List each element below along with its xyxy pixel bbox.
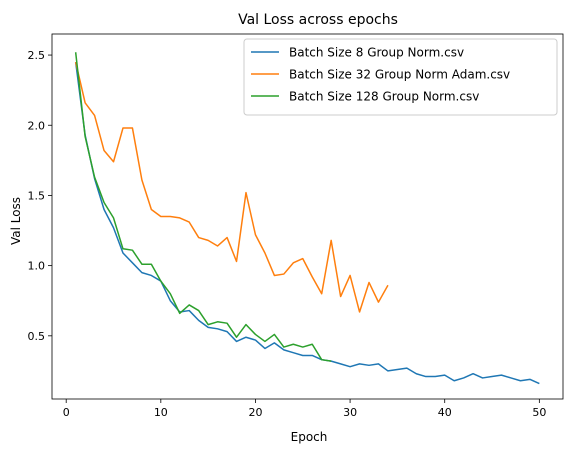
plot-area xyxy=(74,52,540,385)
legend-label-3: Batch Size 128 Group Norm.csv xyxy=(289,90,479,104)
x-tick-label: 0 xyxy=(63,406,70,419)
y-tick-label: 2.5 xyxy=(28,49,46,62)
series-line-3 xyxy=(74,52,332,362)
y-axis-label: Val Loss xyxy=(9,197,23,245)
x-tick-label: 30 xyxy=(343,406,357,419)
legend-label-2: Batch Size 32 Group Norm Adam.csv xyxy=(289,68,510,82)
y-tick-label: 0.5 xyxy=(28,330,46,343)
x-axis: 0 10 20 30 40 50 xyxy=(63,399,546,419)
chart-title: Val Loss across epochs xyxy=(238,12,398,28)
x-tick-label: 50 xyxy=(532,406,546,419)
series-line-2 xyxy=(74,61,389,313)
plot-frame xyxy=(51,33,564,400)
x-tick-label: 10 xyxy=(154,406,168,419)
x-axis-label: Epoch xyxy=(291,430,328,444)
series-line-1 xyxy=(74,61,540,385)
legend-label-1: Batch Size 8 Group Norm.csv xyxy=(289,46,464,60)
legend-box xyxy=(243,38,558,116)
legend: Batch Size 8 Group Norm.csv Batch Size 32… xyxy=(243,38,558,116)
x-tick-label: 40 xyxy=(438,406,452,419)
y-axis: 0.5 1.0 1.5 2.0 2.5 xyxy=(28,49,52,343)
x-tick-label: 20 xyxy=(248,406,262,419)
y-tick-label: 1.0 xyxy=(28,260,46,273)
y-tick-label: 2.0 xyxy=(28,119,46,132)
y-tick-label: 1.5 xyxy=(28,189,46,202)
